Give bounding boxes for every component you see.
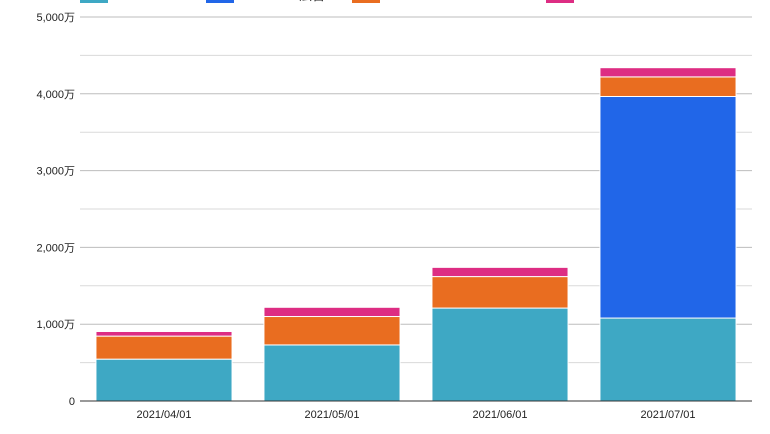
- legend-swatch-3[interactable]: [352, 0, 380, 3]
- bar-segment-4-3[interactable]: [431, 266, 569, 278]
- y-tick-label: 5,000万: [36, 12, 75, 24]
- y-tick-label: 2,000万: [36, 242, 75, 254]
- y-tick-label: 0: [69, 396, 75, 408]
- bar-segment-1-1[interactable]: [95, 358, 233, 402]
- x-tick-label: 2021/06/01: [472, 409, 527, 421]
- bar-segment-3-2[interactable]: [263, 316, 401, 346]
- bar-segment-3-1[interactable]: [95, 335, 233, 360]
- legend: Facebook広告: [80, 0, 574, 3]
- legend-swatch-4[interactable]: [546, 0, 574, 3]
- bar-segment-1-3[interactable]: [431, 307, 569, 402]
- x-tick-label: 2021/04/01: [136, 409, 191, 421]
- bar-segment-3-3[interactable]: [431, 276, 569, 309]
- bar-segment-4-1[interactable]: [95, 330, 233, 337]
- x-tick-label: 2021/05/01: [304, 409, 359, 421]
- bar-segment-3-4[interactable]: [599, 76, 737, 97]
- bar-segment-4-4[interactable]: [599, 67, 737, 78]
- bar-segment-1-2[interactable]: [263, 344, 401, 402]
- bars: [95, 67, 737, 402]
- bar-segment-2-4[interactable]: [599, 95, 737, 319]
- legend-swatch-1[interactable]: [80, 0, 108, 3]
- x-tick-label: 2021/07/01: [640, 409, 695, 421]
- legend-label-2: Facebook広告: [242, 0, 325, 3]
- y-tick-label: 4,000万: [36, 89, 75, 101]
- y-tick-label: 1,000万: [36, 319, 75, 331]
- y-tick-label: 3,000万: [36, 166, 75, 178]
- axes: 0 1,000万 2,000万 3,000万 4,000万 5,000万 2021/04/0…: [36, 12, 752, 421]
- bar-segment-1-4[interactable]: [599, 317, 737, 402]
- bar-segment-4-2[interactable]: [263, 306, 401, 318]
- gridlines: [80, 16, 752, 364]
- legend-swatch-2[interactable]: [206, 0, 234, 3]
